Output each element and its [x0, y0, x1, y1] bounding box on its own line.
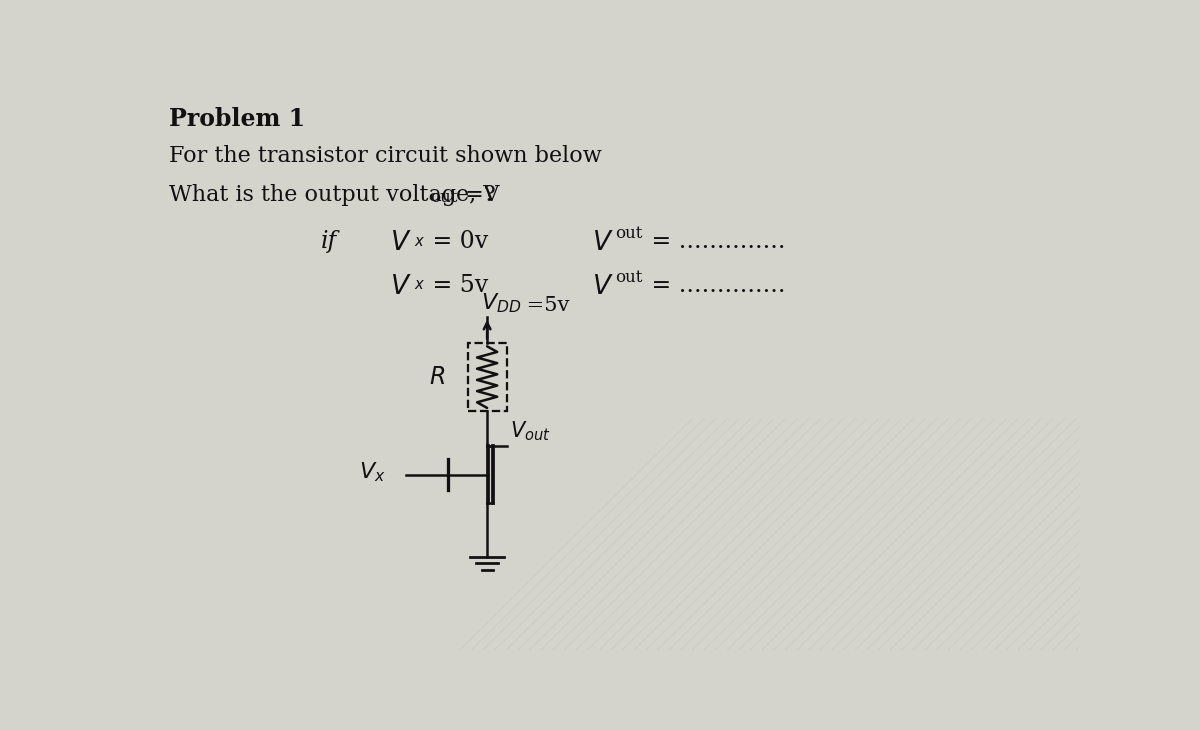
Text: $V$: $V$ [592, 274, 613, 300]
Text: $V_{DD}$: $V_{DD}$ [481, 291, 521, 315]
Text: out: out [616, 226, 642, 242]
Text: $R$: $R$ [430, 365, 445, 389]
Text: = ..............: = .............. [644, 230, 786, 253]
Text: out: out [431, 189, 458, 207]
Text: if: if [320, 230, 337, 253]
Text: $V$: $V$ [390, 230, 412, 256]
Text: $_x$: $_x$ [414, 228, 425, 248]
Text: $V$: $V$ [390, 274, 412, 300]
Text: out: out [616, 269, 642, 286]
Text: $V$: $V$ [592, 230, 613, 256]
Text: What is the output voltage, V: What is the output voltage, V [169, 184, 500, 206]
Bar [468, 343, 506, 411]
Text: =5v: =5v [521, 296, 570, 315]
Text: $_x$: $_x$ [414, 272, 425, 293]
Text: $V_{out}$: $V_{out}$ [510, 419, 551, 442]
Text: Problem 1: Problem 1 [169, 107, 306, 131]
Text: =?: =? [458, 184, 496, 206]
Text: = 0v: = 0v [425, 230, 488, 253]
Text: For the transistor circuit shown below: For the transistor circuit shown below [169, 145, 602, 167]
Text: = 5v: = 5v [425, 274, 488, 297]
Text: = ..............: = .............. [644, 274, 786, 297]
Text: $V_x$: $V_x$ [359, 461, 385, 484]
